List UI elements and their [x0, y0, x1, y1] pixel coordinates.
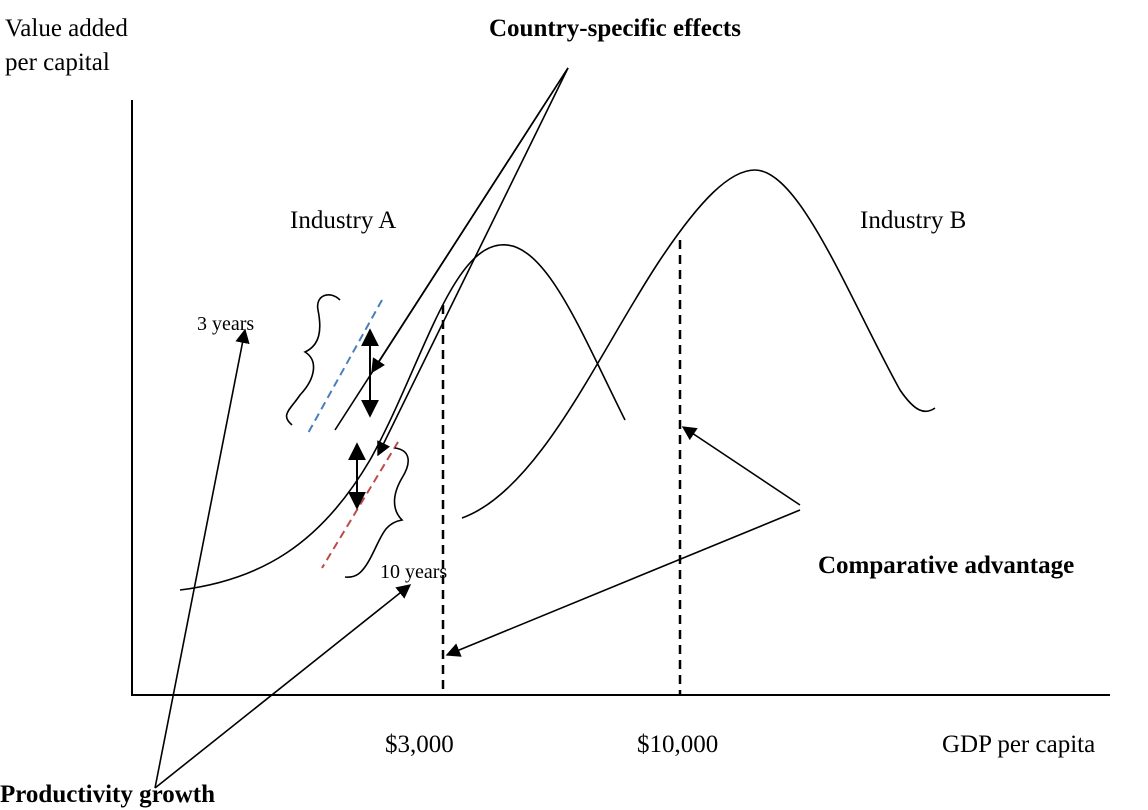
industry-label: Industry A	[290, 207, 396, 234]
period-label: 10 years	[380, 561, 447, 583]
arrow	[334, 67, 569, 431]
x-marker-label: $10,000	[637, 731, 718, 758]
arrow	[377, 67, 569, 457]
period-label: 3 years	[197, 313, 254, 335]
arrow	[154, 584, 412, 789]
brace	[285, 294, 341, 426]
industry-a-curve	[179, 244, 626, 591]
arrow	[154, 328, 250, 789]
arrow	[445, 509, 801, 657]
brace	[344, 447, 409, 578]
industry-b-curve	[461, 169, 936, 519]
y-axis-label: Value added	[5, 15, 128, 42]
annotation: Country-specific effects	[489, 15, 741, 42]
industry-label: Industry B	[860, 207, 966, 234]
annotation: Productivity growth	[0, 781, 215, 808]
y-axis-label: per capital	[5, 49, 110, 76]
arrow	[681, 426, 801, 506]
shift-line-10y	[321, 441, 399, 569]
x-axis-label: GDP per capita	[942, 731, 1095, 758]
annotation: Comparative advantage	[818, 552, 1074, 579]
x-marker-label: $3,000	[385, 731, 454, 758]
